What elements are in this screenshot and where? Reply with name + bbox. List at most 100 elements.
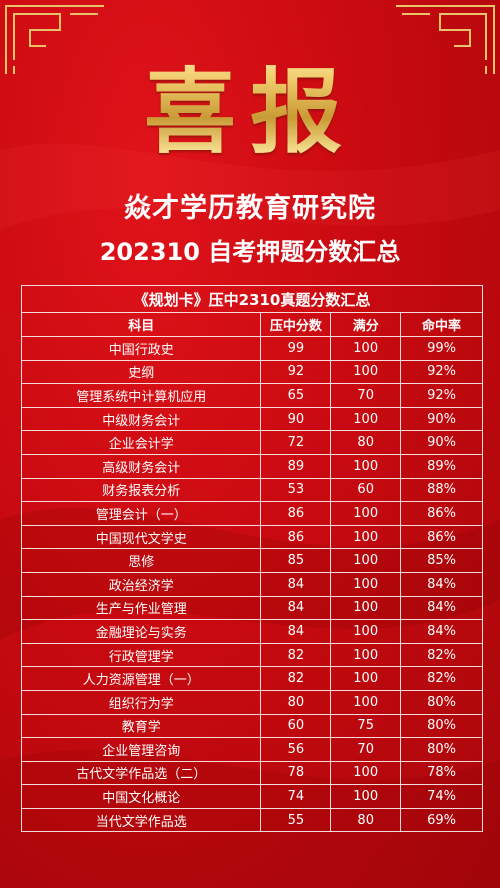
hit-rate-cell: 78% bbox=[400, 760, 483, 786]
hit-score-cell: 90 bbox=[260, 406, 332, 432]
subject-cell: 行政管理学 bbox=[20, 642, 262, 668]
full-score-cell: 100 bbox=[330, 406, 402, 432]
full-score-cell: 100 bbox=[330, 336, 402, 361]
subject-cell: 中级财务会计 bbox=[20, 406, 262, 432]
headline-good-news: 喜报 bbox=[0, 38, 500, 171]
hit-rate-cell: 92% bbox=[400, 383, 483, 408]
full-score-cell: 100 bbox=[330, 619, 402, 644]
gold-corner-ornament-right-icon bbox=[396, 5, 495, 74]
subject-cell: 当代文学作品选 bbox=[20, 807, 262, 833]
score-summary-table: 《规划卡》压中2310真题分数汇总 科目 压中分数 满分 命中率 中国行政史 99… bbox=[20, 285, 483, 833]
subject-cell: 思修 bbox=[20, 548, 262, 573]
full-score-cell: 75 bbox=[330, 713, 402, 739]
hit-score-cell: 85 bbox=[260, 548, 332, 573]
table-row: 管理会计（一） 86 100 86% bbox=[20, 501, 483, 526]
table-caption-row: 《规划卡》压中2310真题分数汇总 bbox=[21, 285, 483, 313]
header-subject: 科目 bbox=[20, 312, 262, 337]
header-full-score: 满分 bbox=[330, 312, 402, 337]
full-score-cell: 60 bbox=[330, 477, 402, 503]
subject-cell: 史纲 bbox=[20, 359, 262, 385]
table-row: 中级财务会计 90 100 90% bbox=[20, 406, 483, 432]
hit-rate-cell: 85% bbox=[400, 548, 483, 573]
hit-rate-cell: 80% bbox=[400, 737, 483, 762]
hit-rate-cell: 86% bbox=[400, 501, 483, 526]
full-score-cell: 100 bbox=[330, 501, 402, 526]
table-row: 管理系统中计算机应用 65 70 92% bbox=[20, 383, 483, 408]
hit-score-cell: 92 bbox=[260, 359, 332, 385]
table-row: 行政管理学 82 100 82% bbox=[20, 642, 483, 668]
table-row: 思修 85 100 85% bbox=[20, 548, 483, 573]
hit-rate-cell: 82% bbox=[400, 666, 483, 691]
table-row: 高级财务会计 89 100 89% bbox=[20, 453, 483, 479]
table-row: 中国现代文学史 86 100 86% bbox=[20, 524, 483, 550]
table-row: 企业管理咨询 56 70 80% bbox=[20, 737, 483, 762]
hit-score-cell: 60 bbox=[260, 713, 332, 739]
table-row: 教育学 60 75 80% bbox=[20, 713, 483, 739]
table-row: 财务报表分析 53 60 88% bbox=[20, 477, 483, 503]
full-score-cell: 100 bbox=[330, 571, 402, 597]
subject-cell: 企业管理咨询 bbox=[20, 737, 262, 762]
hit-score-cell: 86 bbox=[260, 501, 332, 526]
subject-cell: 人力资源管理（一） bbox=[20, 666, 262, 691]
hit-rate-cell: 80% bbox=[400, 713, 483, 739]
hit-score-cell: 82 bbox=[260, 642, 332, 668]
hit-rate-cell: 89% bbox=[400, 453, 483, 479]
header-hit-rate: 命中率 bbox=[400, 312, 483, 337]
table-row: 史纲 92 100 92% bbox=[20, 359, 483, 385]
hit-score-cell: 78 bbox=[260, 760, 332, 786]
full-score-cell: 100 bbox=[330, 689, 402, 715]
hit-rate-cell: 90% bbox=[400, 406, 483, 432]
subject-cell: 教育学 bbox=[20, 713, 262, 739]
hit-rate-cell: 82% bbox=[400, 642, 483, 668]
hit-score-cell: 84 bbox=[260, 619, 332, 644]
table-row: 政治经济学 84 100 84% bbox=[20, 571, 483, 597]
table-row: 中国文化概论 74 100 74% bbox=[20, 784, 483, 809]
subject-cell: 企业会计学 bbox=[20, 430, 262, 455]
subject-cell: 财务报表分析 bbox=[20, 477, 262, 503]
table-row: 生产与作业管理 84 100 84% bbox=[20, 595, 483, 621]
hit-score-cell: 72 bbox=[260, 430, 332, 455]
hit-score-cell: 99 bbox=[260, 336, 332, 361]
full-score-cell: 100 bbox=[330, 359, 402, 385]
hit-rate-cell: 88% bbox=[400, 477, 483, 503]
hit-rate-cell: 99% bbox=[400, 336, 483, 361]
table-caption: 《规划卡》压中2310真题分数汇总 bbox=[21, 285, 483, 313]
full-score-cell: 100 bbox=[330, 524, 402, 550]
subject-cell: 金融理论与实务 bbox=[20, 619, 262, 644]
hit-rate-cell: 84% bbox=[400, 619, 483, 644]
hit-rate-cell: 84% bbox=[400, 595, 483, 621]
full-score-cell: 100 bbox=[330, 642, 402, 668]
full-score-cell: 100 bbox=[330, 548, 402, 573]
table-row: 古代文学作品选（二） 78 100 78% bbox=[20, 760, 483, 786]
full-score-cell: 100 bbox=[330, 595, 402, 621]
subject-cell: 高级财务会计 bbox=[20, 453, 262, 479]
hit-score-cell: 86 bbox=[260, 524, 332, 550]
table-body: 中国行政史 99 100 99% 史纲 92 100 92% 管理系统中计算机应用 65 70 92%… bbox=[20, 336, 483, 833]
full-score-cell: 80 bbox=[330, 430, 402, 455]
subject-cell: 中国文化概论 bbox=[20, 784, 262, 809]
full-score-cell: 80 bbox=[330, 807, 402, 833]
table-row: 企业会计学 72 80 90% bbox=[20, 430, 483, 455]
full-score-cell: 100 bbox=[330, 784, 402, 809]
hit-score-cell: 89 bbox=[260, 453, 332, 479]
subject-cell: 政治经济学 bbox=[20, 571, 262, 597]
subject-cell: 管理系统中计算机应用 bbox=[20, 383, 262, 408]
table-row: 当代文学作品选 55 80 69% bbox=[20, 807, 483, 833]
hit-score-cell: 53 bbox=[260, 477, 332, 503]
subject-cell: 生产与作业管理 bbox=[20, 595, 262, 621]
organization-name: 焱才学历教育研究院 bbox=[124, 193, 376, 224]
page-subtitle: 202310 自考押题分数汇总 bbox=[99, 238, 401, 266]
hit-rate-cell: 90% bbox=[400, 430, 483, 455]
table-row: 组织行为学 80 100 80% bbox=[20, 689, 483, 715]
hit-score-cell: 84 bbox=[260, 595, 332, 621]
gold-corner-ornament-left-icon bbox=[5, 5, 104, 74]
hit-rate-cell: 92% bbox=[400, 359, 483, 385]
hit-rate-cell: 84% bbox=[400, 571, 483, 597]
table-row: 金融理论与实务 84 100 84% bbox=[20, 619, 483, 644]
hit-score-cell: 74 bbox=[260, 784, 332, 809]
hit-score-cell: 84 bbox=[260, 571, 332, 597]
hit-score-cell: 55 bbox=[260, 807, 332, 833]
hit-score-cell: 65 bbox=[260, 383, 332, 408]
full-score-cell: 70 bbox=[330, 737, 402, 762]
subject-cell: 管理会计（一） bbox=[20, 501, 262, 526]
